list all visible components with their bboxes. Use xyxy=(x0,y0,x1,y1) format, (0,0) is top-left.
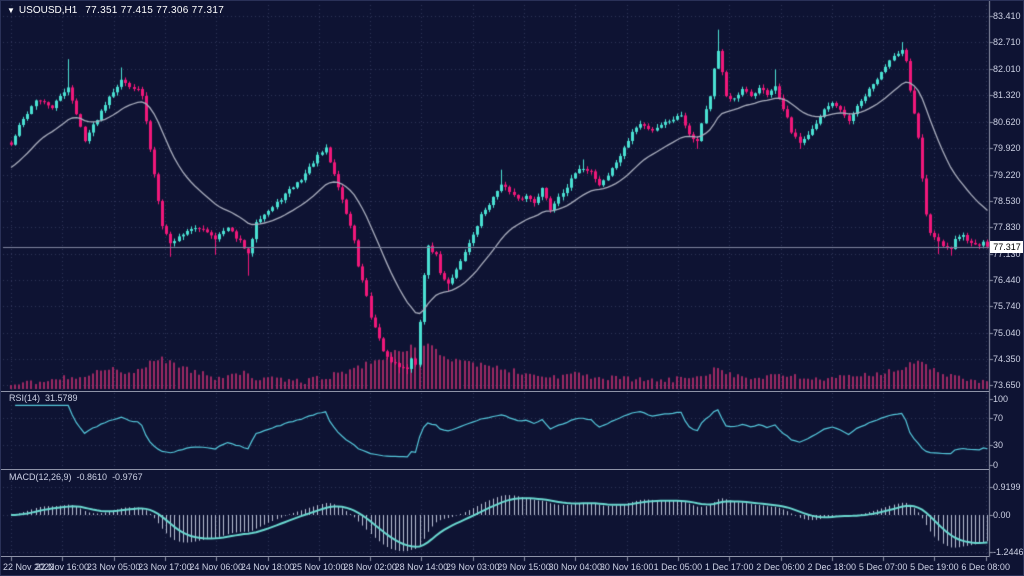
price-axis-label: 73.650 xyxy=(993,380,1021,391)
price-axis-label: 82.710 xyxy=(993,37,1021,48)
time-axis-label: 22 Nov 16:00 xyxy=(35,562,90,572)
rsi-indicator-label: RSI(14) 31.5789 xyxy=(9,393,78,403)
price-axis-label: 79.920 xyxy=(993,143,1021,154)
price-axis-label: 82.010 xyxy=(993,63,1021,74)
time-axis-label: 30 Nov 04:00 xyxy=(548,562,603,572)
price-axis-label: 81.320 xyxy=(993,90,1021,101)
price-axis-label: 77.830 xyxy=(993,222,1021,233)
macd-axis-label: -1.2446 xyxy=(993,547,1024,558)
macd-axis-label: 0.9199 xyxy=(993,482,1021,493)
price-axis-label: 80.620 xyxy=(993,116,1021,127)
time-axis-label: 25 Nov 10:00 xyxy=(292,562,346,572)
price-axis-label: 78.530 xyxy=(993,195,1021,206)
macd-indicator-label: MACD(12,26,9) -0.8610 -0.9767 xyxy=(9,472,143,482)
time-axis-label: 29 Nov 03:00 xyxy=(445,562,500,572)
time-axis-label: 6 Dec 08:00 xyxy=(961,562,1010,572)
price-axis-label: 74.350 xyxy=(993,353,1021,364)
rsi-axis-label: 100 xyxy=(993,393,1009,404)
time-axis-label: 5 Dec 19:00 xyxy=(910,562,959,572)
panel-separator-macd[interactable] xyxy=(1,469,989,470)
time-axis-label: 2 Dec 18:00 xyxy=(807,562,857,572)
symbol-timeframe-label: USOUSD,H1 xyxy=(18,5,78,16)
rsi-axis-label: 30 xyxy=(993,439,1004,450)
time-axis-label: 30 Nov 16:00 xyxy=(599,562,654,572)
time-axis-label: 23 Nov 17:00 xyxy=(138,562,192,572)
time-axis-label: 29 Nov 15:00 xyxy=(497,562,551,572)
price-axis-label: 79.220 xyxy=(993,169,1021,180)
rsi-axis-label: 70 xyxy=(993,413,1004,424)
price-axis-label: 76.440 xyxy=(993,274,1021,285)
current-price-badge: 77.317 xyxy=(990,240,1023,253)
time-axis-label: 28 Nov 14:00 xyxy=(394,562,449,572)
macd-axis-label: 0.00 xyxy=(993,510,1011,520)
rsi-title: RSI(14) xyxy=(9,393,41,403)
price-axis[interactable]: 83.410 82.710 82.010 81.320 80.620 79.920 79.2… xyxy=(987,1,1023,557)
time-axis[interactable]: 22 Nov 2022 22 Nov 16:00 23 Nov 05:00 23 No… xyxy=(1,557,1010,575)
time-axis-label: 28 Nov 02:00 xyxy=(343,562,397,572)
macd-title: MACD(12,26,9) xyxy=(9,472,72,482)
panel-separator-rsi[interactable] xyxy=(1,391,989,392)
time-axis-label: 2 Dec 06:00 xyxy=(756,562,805,572)
symbol-expander-icon[interactable]: ▼ xyxy=(7,6,15,15)
time-axis-label: 24 Nov 18:00 xyxy=(240,562,295,572)
time-axis-border xyxy=(1,556,989,557)
price-axis-label: 77.130 xyxy=(993,248,1021,259)
time-axis-label: 1 Dec 17:00 xyxy=(704,562,754,572)
time-axis-label: 23 Nov 05:00 xyxy=(86,562,141,572)
rsi-value: 31.5789 xyxy=(45,393,78,403)
macd-signal-value: -0.9767 xyxy=(112,472,143,482)
price-axis-label: 75.040 xyxy=(993,327,1021,338)
price-axis-label: 75.740 xyxy=(993,301,1021,312)
rsi-axis-label: 0 xyxy=(993,459,999,470)
macd-main-value: -0.8610 xyxy=(76,472,108,482)
time-axis-label: 24 Nov 06:00 xyxy=(189,562,243,572)
time-axis-label: 5 Dec 07:00 xyxy=(858,562,908,572)
chart-ohlc-readout: ▼ USOUSD,H1 77.351 77.415 77.306 77.317 xyxy=(7,5,224,16)
price-axis-label: 83.410 xyxy=(993,11,1021,21)
time-axis-label: 1 Dec 05:00 xyxy=(653,562,703,572)
time-axis-label: 22 Nov 2022 xyxy=(3,562,55,572)
ohlc-values: 77.351 77.415 77.306 77.317 xyxy=(85,5,225,16)
